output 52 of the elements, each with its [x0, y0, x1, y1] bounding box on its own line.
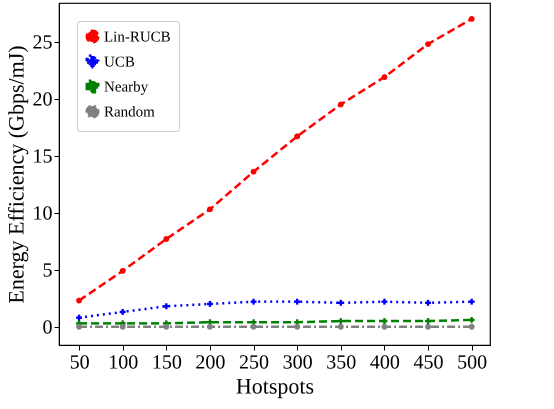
point	[468, 16, 475, 22]
point	[294, 133, 300, 140]
point	[381, 74, 388, 80]
legend-label: Random	[104, 104, 156, 120]
point	[163, 324, 170, 330]
point	[294, 324, 300, 330]
point	[425, 324, 432, 330]
point	[468, 324, 475, 330]
point	[120, 268, 126, 274]
point	[250, 298, 257, 305]
legend-label: Lin-RUCB	[104, 30, 171, 46]
x-tick-label: 300	[282, 352, 313, 374]
point	[76, 324, 82, 330]
point	[163, 236, 170, 242]
legend-label: Nearby	[104, 80, 149, 96]
point	[381, 298, 388, 305]
point	[120, 308, 126, 315]
point	[250, 324, 257, 330]
legend-label: UCB	[104, 54, 135, 70]
point	[381, 318, 388, 324]
point	[250, 168, 257, 175]
point	[76, 314, 82, 321]
y-tick-label: 15	[32, 145, 52, 168]
x-tick-label: 150	[152, 352, 182, 374]
point	[381, 324, 388, 330]
x-tick-label: 450	[414, 352, 444, 374]
point	[120, 324, 126, 330]
y-tick-label: 20	[32, 88, 52, 110]
x-tick-label: 500	[457, 352, 488, 374]
point	[338, 324, 344, 330]
point	[163, 303, 170, 310]
x-tick-label: 50	[70, 352, 90, 374]
point	[425, 300, 432, 306]
point	[468, 316, 475, 323]
y-tick-label: 5	[42, 259, 52, 282]
y-tick-label: 10	[32, 202, 52, 224]
point	[294, 298, 300, 305]
x-tick-label: 250	[239, 352, 270, 374]
point	[206, 206, 213, 212]
x-tick-label: 100	[108, 352, 138, 374]
point	[338, 102, 344, 108]
point	[425, 41, 432, 47]
point	[206, 324, 213, 330]
y-tick-label: 25	[32, 31, 52, 54]
x-tick-label: 200	[195, 352, 226, 374]
point	[338, 318, 344, 324]
x-axis-title: Hotspots	[236, 374, 314, 398]
y-tick-label: 0	[42, 316, 52, 338]
x-tick-label: 400	[370, 352, 400, 374]
y-axis-title: Energy Efficiency (Gbps/mJ)	[4, 45, 28, 304]
x-tick-label: 350	[326, 352, 356, 374]
point	[76, 298, 82, 304]
